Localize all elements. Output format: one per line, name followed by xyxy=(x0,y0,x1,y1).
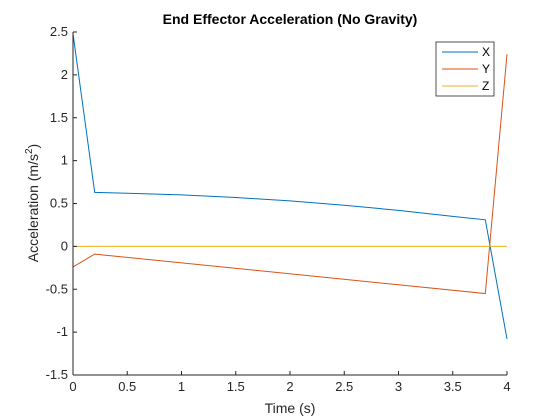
y-tick-label: 2.5 xyxy=(50,24,68,39)
y-tick-label: -1.5 xyxy=(46,367,68,382)
y-tick-label: -0.5 xyxy=(46,281,68,296)
tick-labels: 0 0.5 1 1.5 2 2.5 3 3.5 4 -1.5 -1 -0.5 0 0.5 1 1.5 2 2.5 xyxy=(46,24,511,394)
legend-label-y: Y xyxy=(482,62,490,76)
x-tick-label: 0 xyxy=(69,379,76,394)
legend-label-x: X xyxy=(482,45,490,59)
y-tick-label: 1 xyxy=(61,153,68,168)
x-tick-label: 3.5 xyxy=(444,379,462,394)
x-tick-label: 1.5 xyxy=(227,379,245,394)
plot-area xyxy=(72,33,508,340)
axes xyxy=(72,31,508,376)
series-line-y xyxy=(72,54,508,295)
series-line-x xyxy=(72,33,508,340)
y-axis-label-main: Acceleration (m/s xyxy=(25,154,41,262)
y-tick-label: 0.5 xyxy=(50,196,68,211)
legend: X Y Z xyxy=(435,41,495,97)
x-tick-label: 3 xyxy=(395,379,402,394)
y-axis-label-close: ) xyxy=(25,144,41,149)
x-tick-label: 1 xyxy=(178,379,185,394)
x-tick-label: 2.5 xyxy=(335,379,353,394)
chart-title: End Effector Acceleration (No Gravity) xyxy=(163,11,418,27)
x-axis-label: Time (s) xyxy=(265,400,316,416)
x-tick-label: 2 xyxy=(286,379,293,394)
y-tick-label: 1.5 xyxy=(50,110,68,125)
y-tick-label: -1 xyxy=(56,324,68,339)
y-tick-label: 0 xyxy=(61,238,68,253)
y-axis-label-superscript: 2 xyxy=(24,148,35,154)
y-tick-label: 2 xyxy=(61,67,68,82)
legend-label-z: Z xyxy=(482,79,489,93)
y-axis-label: Acceleration (m/s2) xyxy=(24,144,41,262)
x-tick-label: 4 xyxy=(503,379,510,394)
x-tick-label: 0.5 xyxy=(118,379,136,394)
